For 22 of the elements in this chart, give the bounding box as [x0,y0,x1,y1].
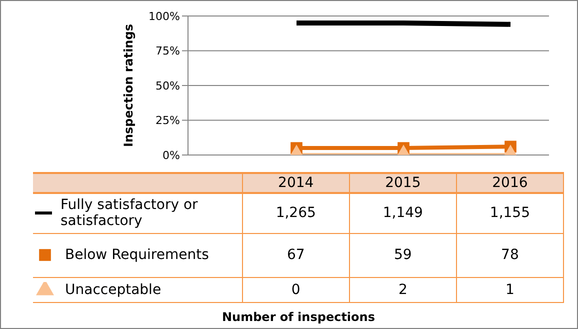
x-tick-label: 2016 [456,173,564,193]
y-tick-label: 0% [162,148,180,162]
text: 59 [349,233,456,277]
text: 67 [242,233,350,277]
y-tick-label: 100% [148,10,180,23]
x-tick-label: 2015 [349,173,456,193]
text: 1,149 [349,193,456,233]
legend-label: Fully satisfactory or satisfactory [60,197,199,230]
y-axis-title: Inspection ratings [121,24,136,147]
text: 1 [456,277,564,302]
legend-label: Below Requirements [65,247,209,263]
text: 0 [242,277,350,302]
text: 2 [349,277,456,302]
text: 1,155 [456,193,564,233]
text: 78 [456,233,564,277]
x-tick-label: 2014 [242,173,350,193]
y-tick-label: 25% [156,114,180,128]
text: 1,265 [242,193,350,233]
y-tick-label: 50% [156,79,180,92]
legend-label: Unacceptable [65,282,162,298]
text: Number of inspections [221,310,376,324]
y-tick-label: 75% [156,44,180,58]
